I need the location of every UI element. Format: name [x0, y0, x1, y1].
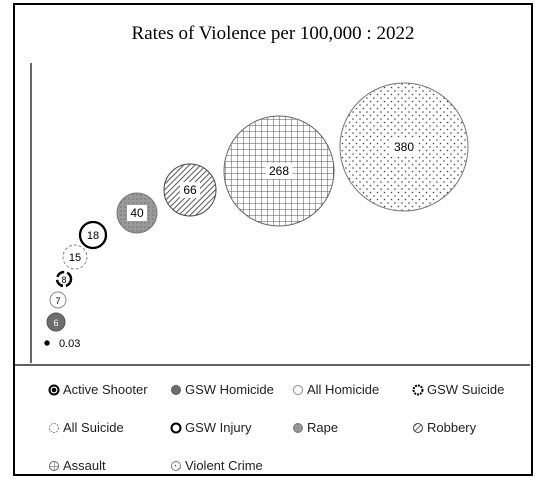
data-label-rape: 40	[130, 206, 144, 220]
bubble-active-shooter	[44, 340, 50, 346]
data-label-bg-assault	[265, 163, 293, 179]
data-label-assault: 268	[269, 164, 289, 178]
data-label-gsw-homicide: 6	[53, 318, 58, 328]
legend-item-gsw-injury: GSW Injury	[170, 420, 251, 435]
legend-swatch-rape	[292, 422, 304, 434]
data-label-gsw-injury: 18	[87, 230, 99, 242]
bubble-gsw-injury	[78, 220, 108, 250]
bubble-plot: 0.036 7 8 15 18 40 66 268 380	[15, 63, 530, 366]
legend-item-robbery: Robbery	[412, 420, 476, 435]
legend-label-rape: Rape	[307, 420, 339, 435]
legend-label-gsw-suicide: GSW Suicide	[427, 382, 505, 397]
legend-item-active-shooter: Active Shooter	[48, 382, 148, 397]
data-label-active-shooter: 0.03	[59, 338, 80, 350]
legend-label-robbery: Robbery	[427, 420, 477, 435]
data-label-violent-crime: 380	[394, 140, 414, 154]
legend-swatch-gsw-suicide	[412, 384, 424, 396]
chart-frame: Rates of Violence per 100,000 : 2022	[13, 3, 533, 476]
legend-swatch-violent-crime	[170, 460, 182, 472]
legend-item-all-homicide: All Homicide	[292, 382, 379, 397]
legend-swatch-active-shooter	[48, 384, 60, 396]
legend-label-assault: Assault	[63, 458, 106, 473]
bubble-all-suicide	[62, 244, 88, 270]
legend-item-all-suicide: All Suicide	[48, 420, 124, 435]
legend-item-violent-crime: Violent Crime	[170, 458, 263, 473]
data-label-all-suicide: 15	[69, 252, 81, 264]
legend-item-gsw-suicide: GSW Suicide	[412, 382, 504, 397]
data-label-bg-rape	[127, 205, 147, 221]
legend-item-assault: Assault	[48, 458, 106, 473]
bubble-all-homicide	[49, 291, 67, 309]
legend-item-rape: Rape	[292, 420, 338, 435]
chart-title: Rates of Violence per 100,000 : 2022	[131, 23, 415, 44]
data-label-robbery: 66	[183, 183, 197, 197]
data-label-all-homicide: 7	[55, 296, 60, 306]
legend-label-violent-crime: Violent Crime	[185, 458, 263, 473]
legend-swatch-all-homicide	[292, 384, 304, 396]
legend-label-active-shooter: Active Shooter	[63, 382, 148, 397]
legend-swatch-all-suicide	[48, 422, 60, 434]
bubble-gsw-suicide	[55, 270, 73, 288]
legend-label-gsw-homicide: GSW Homicide	[185, 382, 274, 397]
legend-item-gsw-homicide: GSW Homicide	[170, 382, 274, 397]
legend-label-gsw-injury: GSW Injury	[185, 420, 252, 435]
legend-swatch-assault	[48, 460, 60, 472]
legend-label-all-homicide: All Homicide	[307, 382, 380, 397]
legend-swatch-gsw-injury	[170, 422, 182, 434]
legend-swatch-robbery	[412, 422, 424, 434]
legend-label-all-suicide: All Suicide	[63, 420, 124, 435]
data-label-bg-robbery	[180, 182, 200, 198]
legend-swatch-gsw-homicide	[170, 384, 182, 396]
data-label-gsw-suicide: 8	[61, 275, 66, 285]
data-label-bg-violent-crime	[390, 139, 418, 155]
bubble-gsw-homicide	[46, 312, 66, 332]
